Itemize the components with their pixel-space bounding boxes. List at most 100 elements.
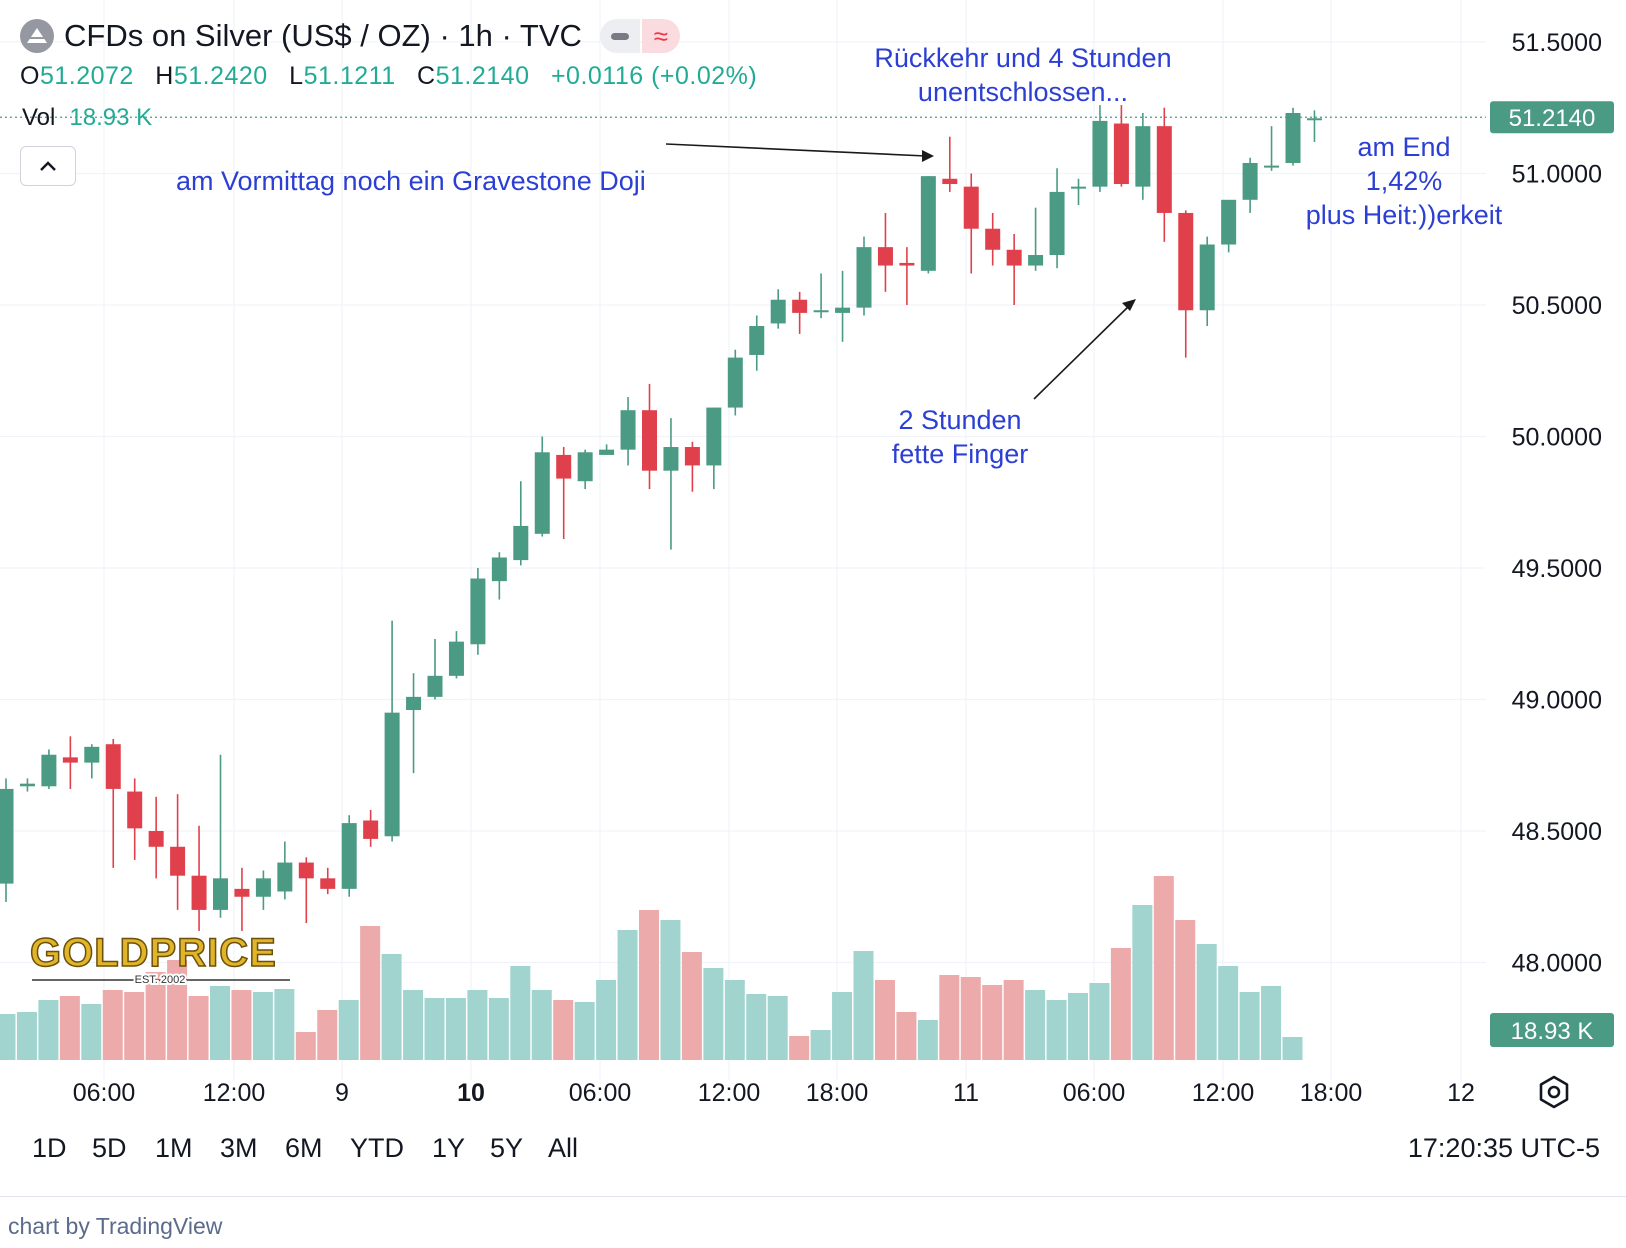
gear-icon[interactable] <box>1536 1074 1572 1110</box>
price-axis[interactable]: 51.5000 51.0000 50.5000 50.0000 49.5000 49.00… <box>1490 29 1614 1047</box>
price-tick-label: 51.0000 <box>1512 161 1602 189</box>
range-1d[interactable]: 1D <box>32 1133 67 1163</box>
annotation-text: am Vormittag noch ein Gravestone Doji <box>176 166 646 196</box>
chart-area[interactable]: GOLDPRICE EST. 2002 Rückkehr und 4 Stund… <box>0 0 1626 1119</box>
price-tick-label: 49.0000 <box>1512 687 1602 715</box>
volume-bar <box>1132 905 1153 1060</box>
candle-body <box>470 578 486 645</box>
range-5y[interactable]: 5Y <box>490 1133 524 1163</box>
volume-bar <box>1196 944 1217 1060</box>
price-tick-label: 48.5000 <box>1512 818 1602 846</box>
collapse-legend-button[interactable] <box>20 146 76 186</box>
low-value: 51.1211 <box>303 62 396 90</box>
price-tick-label: 50.5000 <box>1512 292 1602 320</box>
silver-logo-icon <box>20 19 54 53</box>
last-volume-label: 18.93 K <box>1511 1018 1594 1045</box>
volume-bar <box>1239 992 1260 1060</box>
high-value: 51.2420 <box>173 62 268 90</box>
candle-body <box>727 357 743 408</box>
candle-body <box>577 452 593 482</box>
volume-bar <box>1046 1000 1067 1060</box>
watermark-est: EST. 2002 <box>135 974 186 986</box>
candle-body <box>534 452 550 534</box>
candle-body <box>1264 165 1280 168</box>
compare-pill-button[interactable]: ≈ <box>641 19 680 53</box>
time-tick-label: 18:00 <box>806 1079 869 1107</box>
volume-bar <box>1153 876 1174 1060</box>
annotations: Rückkehr und 4 Stunden unentschlossen... a… <box>176 43 1503 469</box>
volume-bar <box>0 1014 16 1060</box>
volume-bar <box>703 968 724 1060</box>
candle-body <box>792 299 808 313</box>
candle-body <box>1092 120 1108 187</box>
volume-bar <box>832 992 853 1060</box>
minus-icon <box>610 32 629 40</box>
candle-body <box>213 878 228 910</box>
volume-bars <box>0 876 1303 1060</box>
arrow-gravestone <box>665 143 927 157</box>
candle-body <box>1242 162 1258 200</box>
volume-bar <box>231 990 252 1060</box>
candle-body <box>1006 249 1022 266</box>
candle-body <box>341 823 357 889</box>
candle-body <box>1178 212 1194 311</box>
candle-body <box>148 831 164 847</box>
title-row: CFDs on Silver (US$ / OZ) · 1h · TVC ≈ <box>20 14 680 58</box>
volume-bar <box>1261 986 1282 1060</box>
volume-bar <box>338 1000 359 1060</box>
last-volume-badge <box>1490 1013 1614 1047</box>
volume-bar <box>810 1030 831 1060</box>
range-1m[interactable]: 1M <box>155 1133 193 1163</box>
ohlc-legend: O51.2072 H51.2420 L51.1211 C51.2140 +0.0… <box>20 62 758 90</box>
volume-value: 18.93 K <box>69 104 153 131</box>
time-axis[interactable]: 06:00 12:00 9 10 06:00 12:00 18:00 11 06:00 12:00… <box>73 1079 1475 1107</box>
time-tick-label: 06:00 <box>1063 1079 1126 1107</box>
candle-body <box>1135 126 1151 187</box>
range-5d[interactable]: 5D <box>92 1133 127 1163</box>
time-tick-label: 12:00 <box>203 1079 266 1107</box>
range-6m[interactable]: 6M <box>285 1133 323 1163</box>
time-tick-label: 12:00 <box>1192 1079 1255 1107</box>
time-tick-label: 06:00 <box>73 1079 136 1107</box>
candle-body <box>963 186 979 229</box>
price-chart[interactable]: GOLDPRICE EST. 2002 Rückkehr und 4 Stund… <box>0 0 1626 1119</box>
candle-body <box>19 783 35 787</box>
candle-body <box>663 447 679 471</box>
volume-bar <box>767 996 788 1060</box>
grid <box>0 0 1626 1119</box>
hide-indicator-button[interactable] <box>599 19 640 53</box>
volume-bar <box>38 1000 59 1060</box>
candle-body <box>84 746 100 763</box>
candle-body <box>770 299 786 324</box>
volume-bar <box>1003 980 1024 1060</box>
time-tick-label: 10 <box>457 1079 485 1107</box>
candle-body <box>620 410 636 450</box>
volume-bar <box>960 977 981 1060</box>
volume-bar <box>746 994 767 1060</box>
candle-body <box>1199 244 1215 311</box>
volume-bar <box>510 966 531 1060</box>
range-all[interactable]: All <box>548 1133 579 1163</box>
candle-body <box>1113 123 1129 185</box>
candle-body <box>642 410 657 471</box>
volume-bar <box>1218 966 1239 1060</box>
price-tick-label: 50.0000 <box>1512 424 1602 452</box>
range-ytd[interactable]: YTD <box>350 1133 404 1163</box>
price-tick-label: 48.0000 <box>1512 950 1602 978</box>
volume-bar <box>424 998 445 1060</box>
volume-bar <box>789 1036 810 1060</box>
volume-label: Vol <box>22 104 56 131</box>
clock[interactable]: 17:20:35 UTC-5 <box>1407 1133 1600 1163</box>
tradingview-attribution[interactable]: chart by TradingView <box>8 1213 223 1239</box>
volume-bar <box>167 960 188 1060</box>
close-value: 51.2140 <box>435 62 530 90</box>
range-3m[interactable]: 3M <box>220 1133 258 1163</box>
volume-bar <box>596 980 617 1060</box>
candles <box>0 105 1322 931</box>
range-1y[interactable]: 1Y <box>432 1133 466 1163</box>
volume-bar <box>59 996 80 1060</box>
arrow-fette-finger-head <box>1122 299 1136 311</box>
volume-bar <box>252 992 273 1060</box>
candle-body <box>320 878 336 889</box>
candle-body <box>170 846 186 876</box>
